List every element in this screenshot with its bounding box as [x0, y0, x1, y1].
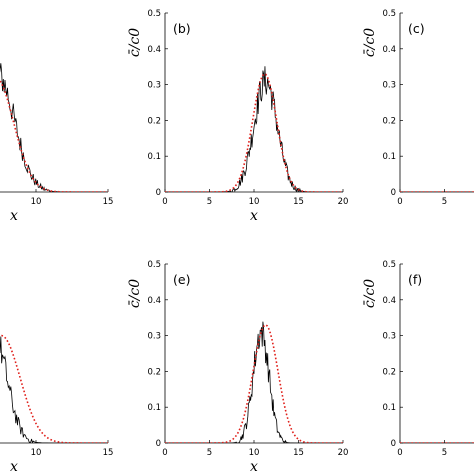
- y-tick-label-e: 0.4: [147, 296, 161, 306]
- y-tick-label-f: 0.1: [382, 403, 396, 413]
- series-simulation-f: [400, 442, 474, 443]
- series-model-a: [0, 79, 108, 192]
- panel-d: 10 15 x: [0, 334, 114, 474]
- x-tick-label-b: 0: [162, 197, 167, 207]
- y-tick-label-f: 0.5: [382, 260, 396, 270]
- y-tick-label-b: 0: [156, 188, 161, 198]
- y-tick-label-f: 0: [391, 439, 396, 449]
- series-simulation-a: [0, 63, 108, 192]
- x-tick-label-f: 5: [442, 448, 447, 458]
- x-tick-label-d: 10: [31, 448, 42, 458]
- y-tick-label-e: 0.2: [147, 367, 161, 377]
- series-model-e: [165, 323, 343, 443]
- x-axis-label-e: x: [250, 459, 258, 474]
- panel-b: 0 5 10 15 20 0 0.1 0.2 0.3 0.4 0.5 x c̄/c0 (b): [127, 9, 348, 224]
- x-tick-label-b: 5: [207, 197, 212, 207]
- y-tick-label-b: 0.4: [147, 45, 161, 55]
- y-tick-label-f: 0.2: [382, 367, 396, 377]
- x-tick-label-b: 20: [338, 197, 349, 207]
- x-tick-label-a: 10: [31, 197, 42, 207]
- y-tick-label-c: 0.1: [382, 152, 396, 162]
- series-model-d: [0, 334, 108, 443]
- x-tick-label-d: 15: [103, 448, 114, 458]
- series-simulation-d: [0, 336, 108, 443]
- panel-c: 0 5 0 0.1 0.2 0.3 0.4 0.5 c̄/c0 (c): [362, 9, 474, 207]
- x-tick-label-e: 10: [249, 448, 260, 458]
- series-model-c: [400, 191, 474, 192]
- panel-label-e: (e): [173, 272, 190, 287]
- x-axis-label-b: x: [250, 208, 258, 224]
- y-tick-label-c: 0.5: [382, 9, 396, 19]
- y-axis-label-f: c̄/c0: [362, 279, 378, 308]
- x-axis-label-d: x: [10, 459, 18, 474]
- series-model-f: [400, 442, 474, 443]
- series-simulation-b: [165, 66, 343, 192]
- x-tick-label-f: 0: [397, 448, 402, 458]
- y-axis-label-e: c̄/c0: [127, 279, 143, 308]
- panel-label-c: (c): [408, 21, 425, 36]
- y-tick-label-b: 0.2: [147, 116, 161, 126]
- x-tick-label-e: 20: [338, 448, 349, 458]
- y-tick-label-c: 0: [391, 188, 396, 198]
- y-tick-label-c: 0.3: [382, 81, 396, 91]
- y-tick-label-f: 0.4: [382, 296, 396, 306]
- y-axis-label-b: c̄/c0: [127, 28, 143, 57]
- x-tick-label-b: 15: [293, 197, 304, 207]
- y-tick-label-c: 0.2: [382, 116, 396, 126]
- series-simulation-e: [165, 321, 343, 443]
- x-tick-label-c: 5: [442, 197, 447, 207]
- panel-label-b: (b): [173, 21, 191, 36]
- y-tick-label-b: 0.3: [147, 81, 161, 91]
- y-tick-label-e: 0.1: [147, 403, 161, 413]
- x-tick-label-e: 0: [162, 448, 167, 458]
- series-simulation-c: [400, 191, 474, 192]
- x-tick-label-b: 10: [249, 197, 260, 207]
- x-tick-label-e: 5: [207, 448, 212, 458]
- y-tick-label-e: 0.3: [147, 332, 161, 342]
- y-tick-label-c: 0.4: [382, 45, 396, 55]
- y-tick-label-f: 0.3: [382, 332, 396, 342]
- x-tick-label-c: 0: [397, 197, 402, 207]
- x-tick-label-a: 15: [103, 197, 114, 207]
- y-tick-label-e: 0.5: [147, 260, 161, 270]
- panel-f: 0 5 0 0.1 0.2 0.3 0.4 0.5 c̄/c0 (f): [362, 260, 474, 458]
- panel-a: 10 15 x: [0, 63, 113, 224]
- panel-e: 0 5 10 15 20 0 0.1 0.2 0.3 0.4 0.5 x c̄/c0 (e): [127, 260, 348, 474]
- panel-label-f: (f): [408, 272, 422, 287]
- series-model-b: [165, 72, 343, 192]
- y-tick-label-b: 0.1: [147, 152, 161, 162]
- y-axis-label-c: c̄/c0: [362, 28, 378, 57]
- x-tick-label-e: 15: [293, 448, 304, 458]
- y-tick-label-b: 0.5: [147, 9, 161, 19]
- y-tick-label-e: 0: [156, 439, 161, 449]
- x-axis-label-a: x: [10, 208, 18, 224]
